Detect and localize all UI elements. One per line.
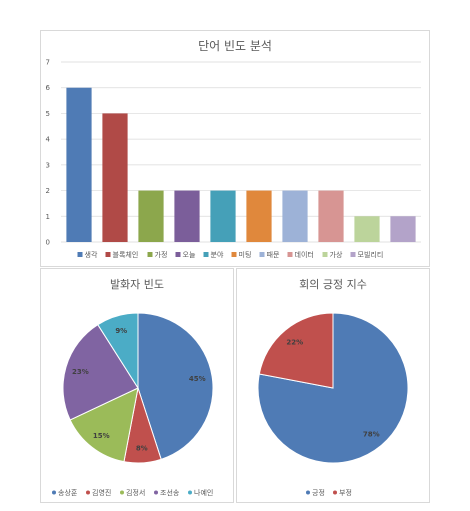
legend-swatch [52, 490, 56, 495]
legend-label: 김영진 [92, 488, 111, 497]
legend-label: 나예인 [194, 488, 213, 497]
slice-percent-label: 45% [189, 375, 206, 383]
chart-title: 단어 빈도 분석 [198, 39, 272, 53]
speaker-frequency-chart: 발화자 빈도 45% 8% 15% 23% 9% 송상훈 김영진 김정서 조선송 나예인 [52, 278, 214, 497]
speaker-frequency-chart-panel: 발화자 빈도 45% 8% 15% 23% 9% 송상훈 김영진 김정서 조선송 나예인 [40, 268, 234, 503]
legend-label: 미팅 [239, 250, 252, 259]
y-tick-label: 1 [46, 213, 50, 221]
legend-label: 김정서 [126, 488, 145, 497]
slice-percent-label: 78% [363, 431, 380, 439]
y-tick-label: 0 [46, 239, 50, 247]
bar [318, 190, 344, 242]
legend-swatch [77, 252, 83, 257]
bar [138, 190, 164, 242]
legend-label: 데이터 [295, 250, 314, 259]
legend-swatch [231, 252, 237, 257]
bar [174, 190, 200, 242]
y-tick-label: 7 [46, 59, 50, 67]
legend-swatch [333, 490, 337, 495]
legend-swatch [175, 252, 181, 257]
legend-label: 가정 [155, 250, 168, 259]
legend-label: 부정 [339, 488, 352, 497]
legend-swatch [287, 252, 293, 257]
pie-slice [258, 312, 334, 389]
legend-swatch [306, 490, 310, 495]
legend-label: 송상훈 [58, 488, 78, 497]
legend-label: 긍정 [312, 488, 325, 497]
slice-percent-label: 15% [93, 432, 110, 440]
bar [282, 190, 308, 242]
y-tick-label: 4 [46, 136, 51, 144]
slice-percent-label: 22% [286, 338, 303, 346]
legend-label: 분야 [211, 250, 224, 259]
pie-slice [62, 323, 139, 421]
word-frequency-chart-panel: 단어 빈도 분석 0 1 2 3 4 5 6 7 생각 블록체인 가정 오늘 분야 미팅 때문 데이터 가상 모… [40, 30, 430, 267]
legend-swatch [105, 252, 111, 257]
chart-title: 발화자 빈도 [110, 278, 164, 291]
legend-label: 조선송 [160, 488, 180, 497]
pie-slice [97, 312, 139, 390]
legend-label: 블록체인 [113, 250, 139, 259]
legend-label: 때문 [267, 250, 280, 259]
slice-percent-label: 23% [72, 368, 89, 376]
legend-swatch [188, 490, 192, 495]
meeting-sentiment-chart: 회의 긍정 지수 78% 22% 긍정 부정 [257, 278, 409, 497]
legend-swatch [259, 252, 265, 257]
bar [210, 190, 236, 242]
legend-label: 생각 [85, 250, 98, 259]
bar [102, 113, 128, 242]
legend-swatch [147, 252, 153, 257]
legend-swatch [322, 252, 328, 257]
meeting-sentiment-chart-panel: 회의 긍정 지수 78% 22% 긍정 부정 [236, 268, 430, 503]
bar [66, 87, 92, 242]
pie-slice [69, 387, 139, 463]
bar [354, 216, 380, 242]
slice-percent-label: 8% [136, 444, 148, 452]
legend-swatch [350, 252, 356, 257]
legend-label: 가상 [330, 250, 343, 259]
word-frequency-chart: 단어 빈도 분석 0 1 2 3 4 5 6 7 생각 블록체인 가정 오늘 분야 미팅 때문 데이터 가상 모… [46, 39, 421, 259]
legend-swatch [120, 490, 124, 495]
legend-label: 오늘 [183, 251, 196, 259]
bar [390, 216, 416, 242]
chart-title: 회의 긍정 지수 [299, 278, 367, 291]
y-tick-label: 6 [46, 84, 51, 92]
slice-percent-label: 9% [115, 327, 127, 335]
bar [246, 190, 272, 242]
legend-swatch [154, 490, 158, 495]
legend-swatch [203, 252, 209, 257]
pie-slice [257, 312, 409, 464]
pie-slice [137, 312, 214, 460]
legend-swatch [86, 490, 90, 495]
y-tick-label: 2 [46, 187, 50, 195]
y-tick-label: 3 [46, 161, 50, 169]
y-tick-label: 5 [46, 110, 50, 118]
legend-label: 모빌리티 [358, 250, 384, 259]
